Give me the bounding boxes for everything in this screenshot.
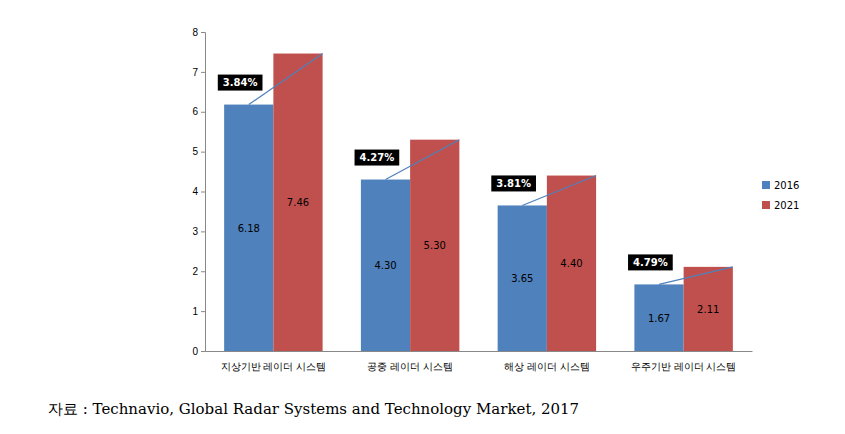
category-label: 우주기반 레이더 시스템 — [631, 361, 737, 372]
tick: 0 — [192, 346, 205, 357]
annotation-box — [491, 175, 536, 191]
tick: 3 — [192, 226, 205, 237]
bar — [634, 284, 683, 351]
tick-label: 1 — [192, 306, 198, 317]
tick-label: 0 — [192, 346, 198, 357]
category-label: 해상 레이더 시스템 — [504, 361, 590, 372]
tick-mark — [201, 311, 205, 312]
tick: 해상 레이더 시스템 — [504, 351, 590, 372]
data-label: 2.11 — [697, 304, 719, 315]
tick-mark — [201, 152, 205, 153]
source: 자료 : Technavio, Global Radar Systems and… — [48, 400, 579, 418]
bar — [361, 180, 410, 351]
tick-mark — [201, 351, 205, 352]
tick-label: 5 — [192, 146, 198, 157]
legend-label: 2016 — [774, 180, 799, 191]
chart: 0 1 2 3 4 5 6 7 8 지상기반 레이더 시스템 공중 레이더 시스템 해상 레이더 시스… — [0, 0, 845, 434]
data-label: 4.30 — [374, 260, 396, 271]
tick-label: 7 — [192, 67, 198, 78]
legend-swatch — [762, 201, 770, 209]
tick: 5 — [192, 146, 205, 157]
annotation-box — [218, 75, 263, 91]
legend-label: 2021 — [774, 200, 799, 211]
bar — [498, 205, 547, 351]
tick-mark — [201, 72, 205, 73]
annotation: 3.84% — [223, 77, 258, 88]
data-label: 3.65 — [511, 273, 533, 284]
axis-line — [201, 33, 206, 352]
tick: 2 — [192, 266, 205, 277]
bar — [410, 140, 459, 351]
legend-item: 2016 — [762, 180, 799, 191]
tick-mark — [201, 271, 205, 272]
tick-label: 8 — [192, 27, 198, 38]
annotation: 4.79% — [633, 257, 668, 268]
legend: 2016 2021 — [762, 180, 799, 211]
tick: 지상기반 레이더 시스템 — [221, 351, 327, 372]
x-axis: 지상기반 레이더 시스템 공중 레이더 시스템 해상 레이더 시스템 우주기반 레이더… — [206, 351, 753, 372]
bar — [273, 54, 322, 351]
category-label: 공중 레이더 시스템 — [367, 361, 453, 372]
tick: 1 — [192, 306, 205, 317]
tick-label: 2 — [192, 266, 198, 277]
bar — [547, 176, 596, 351]
annotations: 3.84% 4.27% 3.81% 4.79% — [218, 75, 673, 271]
tick: 공중 레이더 시스템 — [367, 351, 453, 372]
y-axis: 0 1 2 3 4 5 6 7 8 — [192, 27, 205, 357]
annotation-box — [628, 254, 673, 270]
annotation: 4.27% — [360, 152, 395, 163]
data-label: 1.67 — [648, 313, 670, 324]
tick: 4 — [192, 186, 205, 197]
tick: 7 — [192, 67, 205, 78]
tick: 우주기반 레이더 시스템 — [631, 351, 737, 372]
tick-label: 4 — [192, 186, 198, 197]
axis-line — [206, 351, 753, 352]
tick-mark — [201, 192, 205, 193]
tick-mark — [201, 231, 205, 232]
tick: 6 — [192, 106, 205, 117]
tick: 8 — [192, 27, 205, 38]
data-label: 5.30 — [424, 240, 446, 251]
annotation-box — [355, 150, 400, 166]
bar — [224, 105, 273, 351]
tick-mark — [201, 32, 205, 33]
plot: 0 1 2 3 4 5 6 7 8 지상기반 레이더 시스템 공중 레이더 시스템 해상 레이더 시스… — [192, 27, 752, 372]
tick-mark — [201, 112, 205, 113]
tick-label: 6 — [192, 106, 198, 117]
annotation: 3.81% — [496, 178, 531, 189]
bar — [684, 267, 733, 351]
marks — [224, 54, 733, 351]
tick-label: 3 — [192, 226, 198, 237]
series — [273, 54, 732, 351]
data-label: 4.40 — [560, 258, 582, 269]
category-label: 지상기반 레이더 시스템 — [221, 361, 327, 372]
legend-item: 2021 — [762, 200, 799, 211]
data-label: 6.18 — [238, 223, 260, 234]
legend-swatch — [762, 181, 770, 189]
data-label: 7.46 — [287, 197, 309, 208]
data-labels: 7.46 5.30 4.40 2.11 — [287, 197, 720, 315]
data-labels: 6.18 4.30 3.65 1.67 — [238, 223, 671, 324]
